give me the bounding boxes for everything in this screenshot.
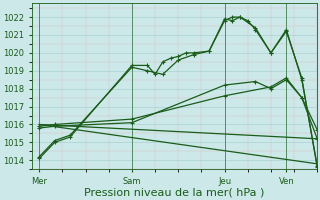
- X-axis label: Pression niveau de la mer( hPa ): Pression niveau de la mer( hPa ): [84, 187, 265, 197]
